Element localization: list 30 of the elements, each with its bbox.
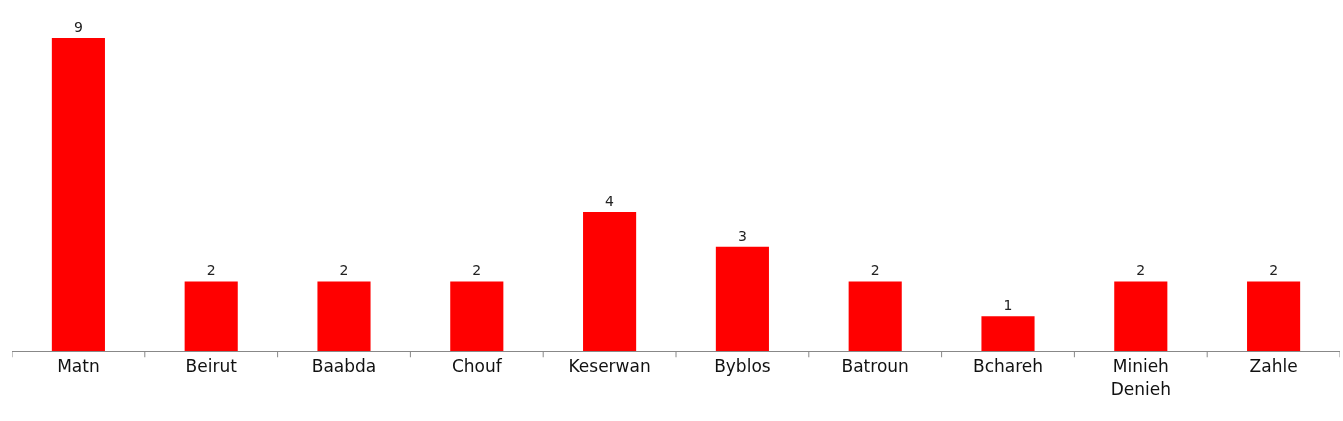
data-label: 1 <box>1003 297 1013 314</box>
x-tick-label: Baabda <box>311 356 377 377</box>
x-tick-label: Matn <box>57 356 100 377</box>
x-tick-label: Keserwan <box>568 356 651 377</box>
data-label: 2 <box>339 262 349 279</box>
data-label: 3 <box>737 227 747 244</box>
data-label: 2 <box>472 262 482 279</box>
data-label: 2 <box>206 262 216 279</box>
x-tick-label: Batroun <box>841 356 909 377</box>
bar <box>317 281 371 351</box>
bar <box>450 281 504 351</box>
x-tick-label: Chouf <box>451 356 503 377</box>
data-label: 2 <box>1136 262 1146 279</box>
bar <box>1114 281 1168 351</box>
x-tick-label: Byblos <box>714 356 771 377</box>
data-label: 2 <box>870 262 880 279</box>
data-label: 2 <box>1269 262 1279 279</box>
bar <box>848 281 902 351</box>
bar <box>184 281 238 351</box>
x-tick-label: Beirut <box>185 356 238 377</box>
bar <box>981 316 1035 351</box>
x-tick-label: Zahle <box>1249 356 1298 377</box>
bar <box>583 211 637 351</box>
data-label: 9 <box>73 19 83 35</box>
bar <box>51 38 105 351</box>
bar <box>1247 281 1301 351</box>
data-label: 4 <box>605 192 615 209</box>
bar <box>715 246 769 351</box>
x-tick-label: Bchareh <box>972 356 1044 377</box>
x-tick-label: Minieh Denieh <box>1110 356 1171 399</box>
